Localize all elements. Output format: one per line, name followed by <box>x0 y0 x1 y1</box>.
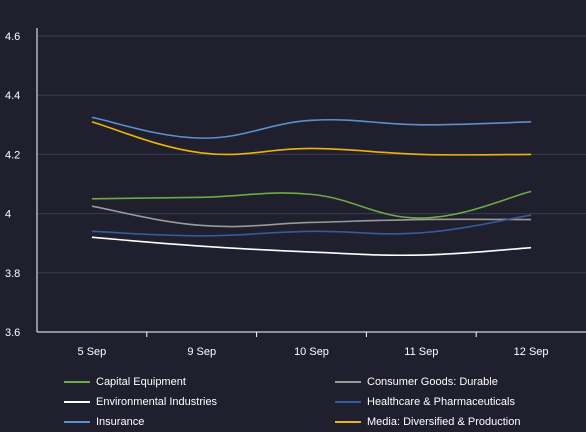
x-tick-label: 9 Sep <box>187 346 216 358</box>
legend-item: Healthcare & Pharmaceuticals <box>335 392 515 412</box>
x-tick-label: 10 Sep <box>294 346 329 358</box>
legend-item: Capital Equipment <box>64 372 186 392</box>
series-line-5 <box>91 121 532 156</box>
legend: Capital Equipment Consumer Goods: Durable… <box>0 370 586 432</box>
legend-swatch <box>335 401 361 403</box>
series-line-1 <box>91 205 532 228</box>
legend-label: Insurance <box>96 416 145 428</box>
legend-item: Insurance <box>64 412 144 432</box>
series-line-3 <box>91 214 532 237</box>
y-tick-label: 3.6 <box>5 327 20 339</box>
legend-item: Media: Diversified & Production <box>335 412 520 432</box>
y-tick-label: 4.2 <box>5 149 20 161</box>
y-tick-label: 4.4 <box>5 90 20 102</box>
legend-item: Consumer Goods: Durable <box>335 372 498 392</box>
series-line-4 <box>91 116 532 139</box>
legend-label: Media: Diversified & Production <box>367 416 521 428</box>
y-tick-label: 4 <box>5 209 11 221</box>
legend-label: Environmental Industries <box>96 396 218 408</box>
x-tick-label: 11 Sep <box>404 346 438 358</box>
legend-label: Consumer Goods: Durable <box>367 376 498 388</box>
legend-label: Healthcare & Pharmaceuticals <box>367 396 515 408</box>
series-lines <box>91 116 532 257</box>
legend-swatch <box>64 401 90 403</box>
y-tick-label: 3.8 <box>5 268 20 280</box>
legend-label: Capital Equipment <box>96 376 186 388</box>
x-tick-label: 5 Sep <box>78 346 107 358</box>
line-chart: 3.6 3.8 4 4.2 4.4 4.6 5 Sep 9 Sep 10 Sep 11 Sep 12… <box>5 28 586 358</box>
series-line-0 <box>91 190 532 219</box>
y-tick-label: 4.6 <box>5 31 20 43</box>
x-tick-label: 12 Sep <box>514 346 549 358</box>
legend-swatch <box>335 381 361 383</box>
axes: 3.6 3.8 4 4.2 4.4 4.6 5 Sep 9 Sep 10 Sep 11 Sep 12… <box>5 28 586 358</box>
series-line-2 <box>91 236 532 257</box>
legend-swatch <box>64 421 90 423</box>
legend-swatch <box>64 381 90 383</box>
legend-item: Environmental Industries <box>64 392 217 412</box>
legend-swatch <box>335 421 361 423</box>
